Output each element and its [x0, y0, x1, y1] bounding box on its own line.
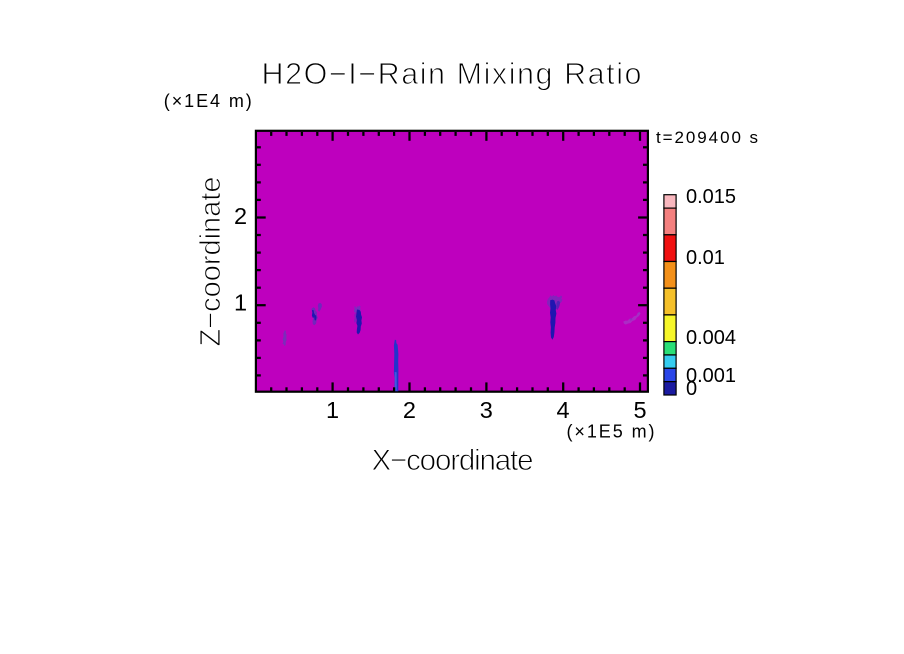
svg-text:1: 1 [234, 289, 247, 315]
svg-text:0.001: 0.001 [686, 365, 736, 387]
svg-text:4: 4 [557, 397, 570, 423]
svg-text:1: 1 [326, 397, 339, 423]
svg-text:0.004: 0.004 [686, 327, 736, 349]
svg-text:2: 2 [403, 397, 416, 423]
svg-text:H2O−I−Rain Mixing Ratio: H2O−I−Rain Mixing Ratio [262, 57, 642, 91]
svg-text:3: 3 [480, 397, 493, 423]
svg-text:0.015: 0.015 [686, 186, 736, 208]
svg-text:(×1E4 m): (×1E4 m) [164, 91, 252, 111]
svg-text:Z−coordinate: Z−coordinate [195, 177, 227, 347]
svg-text:t=209400 s: t=209400 s [656, 128, 758, 147]
svg-text:(×1E5 m): (×1E5 m) [567, 421, 655, 441]
svg-text:0.01: 0.01 [686, 247, 725, 269]
svg-text:X−coordinate: X−coordinate [372, 444, 534, 477]
svg-text:5: 5 [633, 397, 646, 423]
svg-text:2: 2 [234, 203, 247, 229]
svg-text:0: 0 [686, 378, 697, 400]
